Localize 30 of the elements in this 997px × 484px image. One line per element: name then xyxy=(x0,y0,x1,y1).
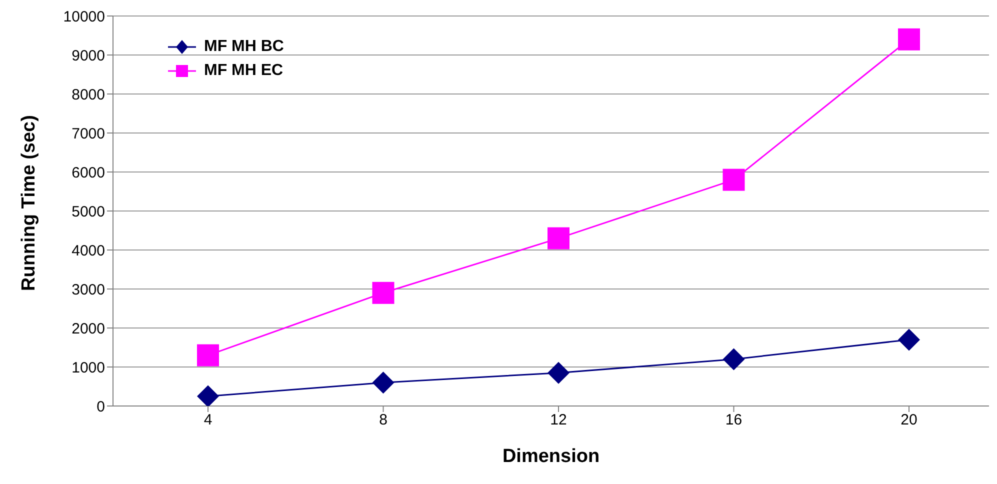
point xyxy=(372,282,394,304)
y-tick-label: 7000 xyxy=(72,125,105,142)
y-tick-label: 6000 xyxy=(72,164,105,182)
point xyxy=(197,344,219,366)
y-tick-label: 10000 xyxy=(63,8,105,26)
point xyxy=(197,385,219,406)
x-tick-label: 16 xyxy=(725,412,742,429)
point xyxy=(722,348,745,370)
y-tick-label: 9000 xyxy=(72,47,105,64)
y-tick-label: 0 xyxy=(96,398,105,416)
y-tick-label: 5000 xyxy=(72,203,105,220)
point xyxy=(898,328,920,351)
x-tick-label: 20 xyxy=(900,412,918,429)
point xyxy=(548,227,570,250)
point xyxy=(898,28,920,50)
y-tick-label: 8000 xyxy=(72,86,105,104)
x-tick-label: 12 xyxy=(550,412,567,429)
point xyxy=(722,168,745,191)
x-tick-label: 4 xyxy=(204,412,212,429)
x-tick-label: 8 xyxy=(379,412,388,429)
y-axis-title: Running Time (sec) xyxy=(18,115,40,291)
y-tick-label: 2000 xyxy=(72,320,105,338)
legend-label: MF MH EC xyxy=(204,62,284,80)
point xyxy=(372,372,394,394)
point xyxy=(548,362,570,384)
y-tick-label: 3000 xyxy=(72,281,105,298)
x-axis-title: Dimension xyxy=(502,446,600,467)
legend-label: MF MH BC xyxy=(204,38,284,56)
y-tick-label: 4000 xyxy=(72,242,105,260)
y-tick-label: 1000 xyxy=(72,359,105,376)
